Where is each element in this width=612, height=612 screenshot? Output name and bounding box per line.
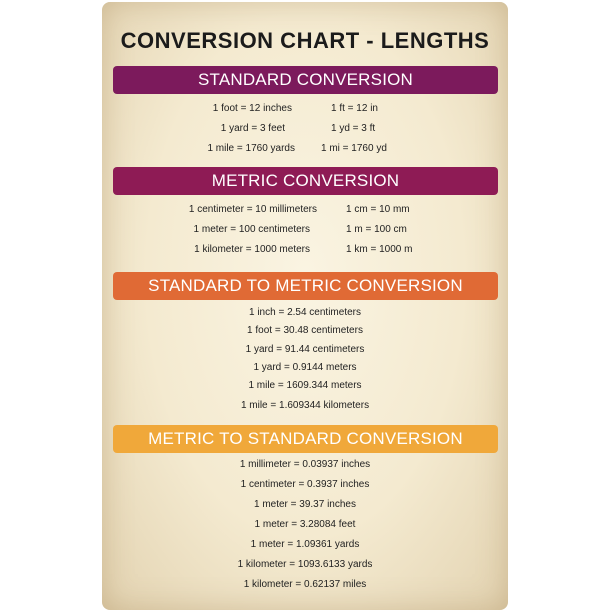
conversion-row-abbrev: 1 m = 100 cm: [346, 224, 407, 235]
conversion-row: 1 meter = 1.09361 yards: [250, 539, 360, 550]
conversion-row: 1 meter = 39.37 inches: [253, 499, 356, 510]
standard-to-metric-heading: STANDARD TO METRIC CONVERSION: [113, 272, 498, 300]
conversion-row-abbrev: 1 cm = 10 mm: [346, 204, 410, 215]
conversion-row: 1 meter = 3.28084 feet: [254, 519, 356, 530]
conversion-row: 1 meter = 100 centimeters: [193, 224, 310, 235]
conversion-row: 1 mile = 1.609344 kilometers: [240, 400, 370, 411]
conversion-row: 1 kilometer = 1000 meters: [194, 244, 310, 255]
standard-conversion-heading: STANDARD CONVERSION: [113, 66, 498, 94]
metric-conversion-heading: METRIC CONVERSION: [113, 167, 498, 195]
conversion-row: 1 foot = 12 inches: [212, 103, 292, 114]
conversion-row: 1 centimeter = 0.3937 inches: [240, 479, 370, 490]
conversion-row: 1 kilometer = 1093.6133 yards: [237, 559, 373, 570]
conversion-row-abbrev: 1 ft = 12 in: [331, 103, 378, 114]
poster-title: CONVERSION CHART - LENGTHS: [120, 28, 490, 53]
conversion-row: 1 yard = 0.9144 meters: [253, 362, 357, 373]
conversion-row: 1 inch = 2.54 centimeters: [248, 307, 361, 318]
conversion-row: 1 millimeter = 0.03937 inches: [239, 459, 371, 470]
conversion-row: 1 kilometer = 0.62137 miles: [243, 579, 367, 590]
conversion-row: 1 mile = 1609.344 meters: [248, 380, 362, 391]
conversion-row: 1 yard = 91.44 centimeters: [245, 344, 365, 355]
conversion-chart-poster: CONVERSION CHART - LENGTHS STANDARD CONV…: [102, 2, 508, 610]
conversion-row: 1 centimeter = 10 millimeters: [188, 204, 317, 215]
conversion-row-abbrev: 1 mi = 1760 yd: [321, 143, 387, 154]
conversion-row: 1 mile = 1760 yards: [207, 143, 295, 154]
conversion-row: 1 foot = 30.48 centimeters: [247, 325, 363, 336]
conversion-row: 1 yard = 3 feet: [220, 123, 285, 134]
conversion-row-abbrev: 1 yd = 3 ft: [331, 123, 376, 134]
conversion-row-abbrev: 1 km = 1000 m: [346, 244, 413, 255]
metric-to-standard-heading: METRIC TO STANDARD CONVERSION: [113, 425, 498, 453]
